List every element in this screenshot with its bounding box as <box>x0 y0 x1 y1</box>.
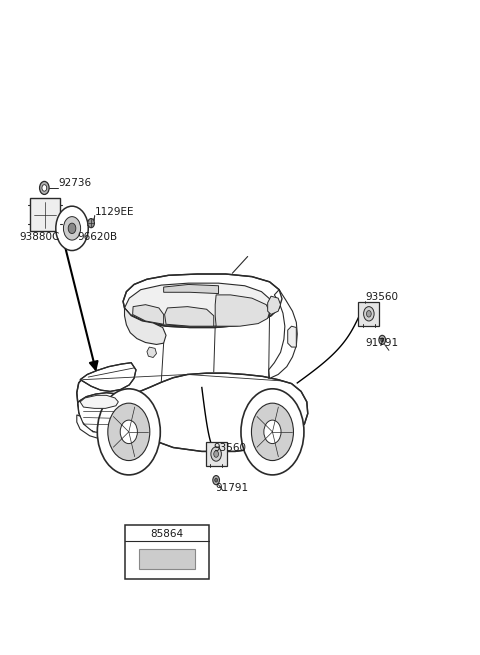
Bar <box>30 198 60 231</box>
Polygon shape <box>147 347 156 358</box>
Polygon shape <box>124 283 271 326</box>
Circle shape <box>366 310 371 317</box>
Text: 93560: 93560 <box>365 292 398 302</box>
Circle shape <box>56 206 88 251</box>
Polygon shape <box>123 274 282 328</box>
Circle shape <box>215 478 217 482</box>
Circle shape <box>39 181 49 195</box>
Circle shape <box>97 389 160 475</box>
Text: 96620B: 96620B <box>78 232 118 242</box>
FancyBboxPatch shape <box>205 442 227 466</box>
Circle shape <box>120 420 137 443</box>
Circle shape <box>108 403 150 460</box>
Circle shape <box>211 447 221 461</box>
Circle shape <box>364 307 374 321</box>
Polygon shape <box>80 396 118 408</box>
Circle shape <box>214 451 218 457</box>
Text: 93880C: 93880C <box>20 232 60 242</box>
Polygon shape <box>268 296 281 314</box>
Circle shape <box>213 476 219 485</box>
Circle shape <box>381 338 384 342</box>
Text: 92736: 92736 <box>59 178 92 188</box>
Circle shape <box>252 403 293 460</box>
Circle shape <box>63 217 81 240</box>
Circle shape <box>42 185 47 191</box>
Polygon shape <box>269 290 297 379</box>
Polygon shape <box>124 308 166 345</box>
Circle shape <box>241 389 304 475</box>
Circle shape <box>88 219 95 228</box>
Bar <box>124 525 209 578</box>
Bar <box>139 549 195 569</box>
Polygon shape <box>77 373 308 451</box>
Text: 93560: 93560 <box>214 443 247 453</box>
Text: 91791: 91791 <box>215 483 248 493</box>
Text: 1129EE: 1129EE <box>95 207 134 217</box>
Polygon shape <box>165 307 214 326</box>
Polygon shape <box>132 305 164 324</box>
Polygon shape <box>77 415 142 441</box>
Circle shape <box>379 335 385 345</box>
Polygon shape <box>78 393 141 440</box>
Polygon shape <box>215 295 270 326</box>
Circle shape <box>264 420 281 443</box>
Polygon shape <box>288 326 296 347</box>
Polygon shape <box>164 284 218 293</box>
FancyBboxPatch shape <box>359 302 379 326</box>
Circle shape <box>68 223 76 234</box>
Text: 91791: 91791 <box>365 338 398 348</box>
Polygon shape <box>80 363 136 392</box>
Text: 85864: 85864 <box>150 529 183 538</box>
